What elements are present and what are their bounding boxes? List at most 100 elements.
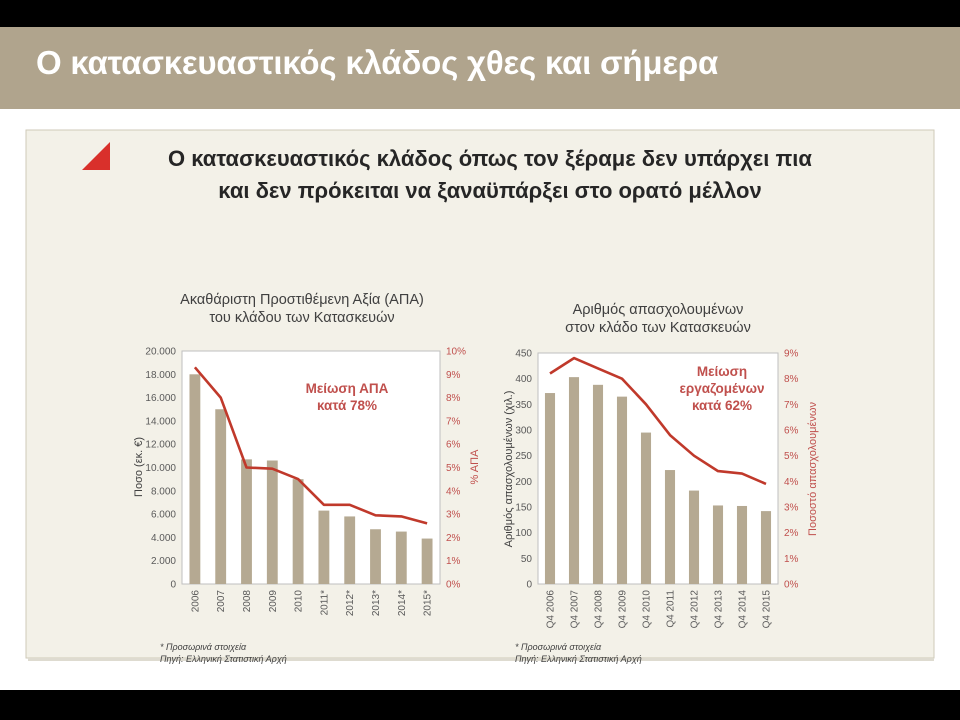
x-tick-label: Q4 2011	[666, 590, 677, 628]
x-tick-label: Q4 2014	[738, 590, 749, 629]
x-tick-label: Q4 2006	[546, 590, 557, 629]
annotation-line: Μείωση ΑΠΑ	[306, 381, 389, 396]
chart-title-line: Αριθμός απασχολουμένων	[573, 302, 744, 318]
x-tick-label: 2013*	[371, 590, 382, 616]
x-tick-label: 2012*	[345, 590, 356, 616]
bar	[568, 377, 580, 584]
y2-tick-label: 5%	[784, 451, 799, 462]
content-decoration	[25, 109, 960, 661]
x-tick-label: 2014*	[397, 590, 408, 616]
employment-chart: Αριθμός απασχολουμένων στον κλάδο των Κατ…	[503, 302, 819, 664]
x-tick-label: 2015*	[423, 590, 434, 616]
y-tick-label: 150	[515, 503, 532, 514]
y-tick-label: 2.000	[151, 556, 176, 567]
footnote-line: * Προσωρινά στοιχεία	[160, 642, 247, 652]
x-tick-label: Q4 2010	[642, 590, 653, 629]
bar	[664, 470, 676, 584]
y2-tick-label: 9%	[784, 349, 799, 360]
y2-tick-label: 7%	[784, 400, 799, 411]
subtitle-line-2: και δεν πρόκειται να ξαναϋπάρξει στο ορα…	[218, 178, 762, 203]
bar	[241, 459, 252, 584]
y-tick-label: 4.000	[151, 533, 176, 544]
y2-axis-label: Ποσοστό απασχολουμένων	[807, 402, 819, 536]
annotation-line: εργαζομένων	[679, 381, 764, 396]
bar	[712, 505, 724, 584]
y-tick-label: 12.000	[145, 440, 176, 451]
bar	[266, 460, 278, 584]
x-tick-label: 2010	[294, 590, 305, 613]
y-tick-label: 6.000	[151, 510, 176, 521]
y2-tick-label: 0%	[784, 580, 799, 591]
y-tick-label: 10.000	[145, 463, 176, 474]
y-tick-label: 14.000	[145, 416, 176, 427]
slide: Ο κατασκευαστικός κλάδος χθες και σήμερα…	[0, 27, 960, 690]
y-tick-label: 20.000	[145, 347, 176, 358]
y-tick-label: 450	[515, 349, 532, 360]
x-tick-label: Q4 2007	[570, 590, 581, 629]
x-tick-label: Q4 2009	[618, 590, 629, 629]
title-band: Ο κατασκευαστικός κλάδος χθες και σήμερα	[0, 27, 960, 109]
bar	[736, 505, 748, 584]
y-tick-label: 200	[515, 477, 532, 488]
x-tick-label: 2011*	[319, 590, 330, 616]
x-tick-label: 2006	[190, 590, 201, 613]
y2-axis-label: % ΑΠΑ	[469, 449, 481, 485]
slide-title: Ο κατασκευαστικός κλάδος χθες και σήμερα	[36, 44, 719, 81]
bar	[370, 529, 381, 584]
y-tick-label: 400	[515, 374, 532, 385]
y2-tick-label: 3%	[446, 510, 461, 521]
panel-shadow	[28, 658, 934, 661]
bar	[421, 538, 433, 584]
y-tick-label: 50	[521, 554, 533, 565]
y2-tick-label: 5%	[446, 463, 461, 474]
bar	[215, 409, 227, 584]
bar	[189, 374, 201, 584]
y2-tick-label: 4%	[784, 477, 799, 488]
y2-tick-label: 9%	[446, 370, 461, 381]
y2-tick-label: 1%	[784, 554, 799, 565]
red-corner-triangle	[82, 142, 110, 170]
y2-tick-label: 6%	[784, 426, 799, 437]
bar	[318, 510, 330, 584]
y-tick-label: 8.000	[151, 486, 176, 497]
y2-tick-label: 6%	[446, 440, 461, 451]
y2-tick-label: 8%	[784, 374, 799, 385]
subtitle-line-1: Ο κατασκευαστικός κλάδος όπως τον ξέραμε…	[168, 146, 812, 171]
bar	[640, 432, 652, 584]
x-tick-label: Q4 2013	[714, 590, 725, 629]
bar	[688, 490, 700, 584]
y-tick-label: 350	[515, 400, 532, 411]
x-tick-label: Q4 2015	[762, 590, 773, 629]
bar	[544, 393, 556, 584]
y-tick-label: 0	[170, 580, 176, 591]
x-tick-label: 2007	[216, 590, 227, 613]
footnote-line: * Προσωρινά στοιχεία	[515, 642, 602, 652]
bar	[616, 396, 628, 584]
bar	[395, 531, 407, 584]
y2-tick-label: 10%	[446, 347, 466, 358]
y2-tick-label: 3%	[784, 503, 799, 514]
chart-title-line: του κλάδου των Κατασκευών	[209, 310, 394, 326]
x-tick-label: 2009	[268, 590, 279, 613]
footnote-line: Πηγή: Ελληνική Στατιστική Αρχή	[515, 654, 642, 664]
annotation-line: κατά 78%	[317, 398, 377, 413]
white-tab-notch	[82, 109, 960, 130]
series-line	[193, 366, 428, 525]
y-tick-label: 100	[515, 528, 532, 539]
x-tick-label: 2008	[242, 590, 253, 613]
bar	[344, 516, 356, 584]
y2-tick-label: 8%	[446, 393, 461, 404]
y2-tick-label: 4%	[446, 486, 461, 497]
slide-subtitle: Ο κατασκευαστικός κλάδος όπως τον ξέραμε…	[120, 143, 860, 207]
bar	[592, 384, 604, 584]
y2-tick-label: 2%	[446, 533, 461, 544]
y-axis-label: Ποσο (εκ. €)	[133, 437, 145, 497]
y-tick-label: 0	[526, 580, 532, 591]
y2-tick-label: 7%	[446, 416, 461, 427]
series-line	[549, 356, 767, 486]
y-tick-label: 16.000	[145, 393, 176, 404]
chart-title-line: Ακαθάριστη Προστιθέμενη Αξία (ΑΠΑ)	[180, 292, 424, 308]
bar	[292, 479, 304, 584]
annotation-line: κατά 62%	[692, 398, 752, 413]
footnote-line: Πηγή: Ελληνική Στατιστική Αρχή	[160, 654, 287, 664]
